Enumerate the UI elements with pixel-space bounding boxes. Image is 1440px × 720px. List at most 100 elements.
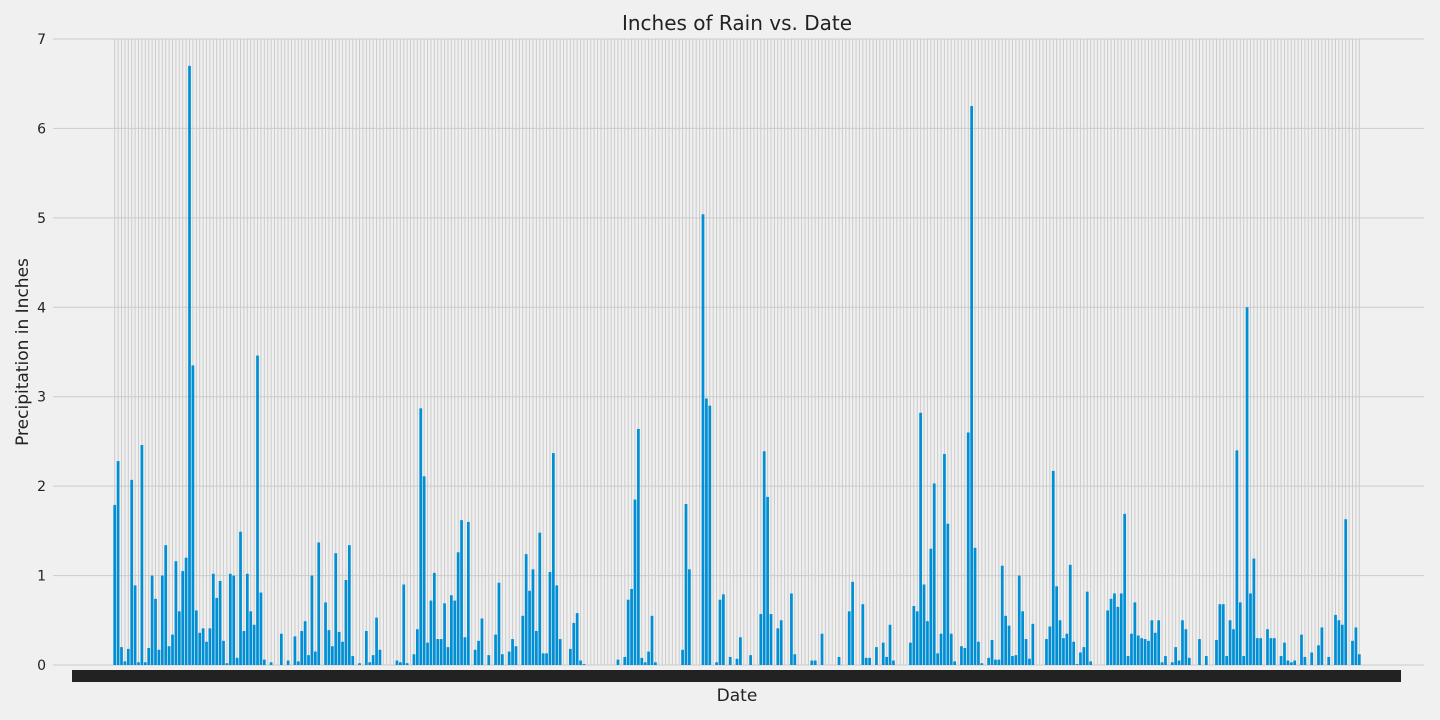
x-tick-label — [939, 670, 944, 682]
x-tick-label — [282, 670, 287, 682]
x-tick-label — [422, 670, 427, 682]
x-tick-label — [204, 670, 209, 682]
x-tick-label — [745, 670, 750, 682]
x-tick-label — [357, 670, 362, 682]
bar — [1014, 655, 1018, 665]
x-tick-label — [398, 670, 403, 682]
x-tick-label — [860, 670, 865, 682]
x-tick-label — [493, 670, 498, 682]
x-tick-label — [167, 670, 172, 682]
x-tick-label — [408, 670, 413, 682]
x-tick-label — [1289, 670, 1294, 682]
bar — [966, 432, 970, 665]
x-tick-label — [949, 670, 954, 682]
x-tick-label — [775, 670, 780, 682]
x-tick-label — [588, 670, 593, 682]
x-tick-label — [1183, 670, 1188, 682]
x-tick-label — [248, 670, 253, 682]
x-tick-label — [496, 670, 501, 682]
bar — [521, 615, 525, 665]
x-tick-label — [1231, 670, 1236, 682]
bar — [1252, 558, 1256, 665]
x-tick-label — [1173, 670, 1178, 682]
x-tick-label — [677, 670, 682, 682]
y-tick-label: 7 — [37, 32, 46, 48]
x-tick-label — [996, 670, 1001, 682]
bar — [1170, 662, 1174, 665]
bar — [201, 628, 205, 665]
x-tick-label — [602, 670, 607, 682]
x-tick-label — [360, 670, 365, 682]
x-tick-label — [1238, 670, 1243, 682]
y-axis-ticks: 0 1 2 3 4 5 6 7 — [37, 32, 46, 674]
x-tick-label — [1119, 670, 1124, 682]
x-tick-label — [367, 670, 372, 682]
x-tick-label — [595, 670, 600, 682]
x-tick-label — [1000, 670, 1005, 682]
bar — [480, 618, 484, 665]
x-tick-label — [615, 670, 620, 682]
bar — [1303, 656, 1307, 665]
bar — [681, 649, 684, 665]
x-tick-label — [255, 670, 260, 682]
bar — [1225, 656, 1229, 665]
bar — [1021, 611, 1025, 665]
bar — [977, 641, 980, 665]
x-tick-label — [170, 670, 175, 682]
x-tick-label — [473, 670, 478, 682]
bar — [837, 656, 841, 665]
bar — [460, 520, 463, 665]
bar — [1259, 638, 1263, 665]
bar — [1344, 519, 1348, 665]
bar — [1218, 604, 1222, 665]
grid-lines — [53, 38, 1424, 666]
x-tick-label — [537, 670, 542, 682]
bar — [888, 624, 892, 665]
x-tick-label — [1330, 670, 1335, 682]
bar — [137, 662, 140, 665]
bar — [949, 633, 953, 665]
bar — [1340, 624, 1344, 665]
x-tick-label — [442, 670, 447, 682]
bar — [970, 106, 973, 666]
bar — [130, 479, 134, 665]
x-tick-label — [629, 670, 634, 682]
x-tick-label — [962, 670, 967, 682]
y-tick-label: 3 — [37, 390, 46, 406]
x-tick-label — [1047, 670, 1052, 682]
x-tick-label — [1105, 670, 1110, 682]
x-tick-label — [1248, 670, 1253, 682]
x-tick-label — [1309, 670, 1314, 682]
x-tick-label — [503, 670, 508, 682]
x-tick-label — [1122, 670, 1127, 682]
bar — [1119, 593, 1123, 665]
x-tick-label — [877, 670, 882, 682]
x-tick-label — [690, 670, 695, 682]
bar — [1017, 575, 1021, 665]
bar — [1300, 634, 1303, 665]
x-tick-label — [1129, 670, 1134, 682]
bar — [912, 605, 916, 665]
x-tick-label — [1160, 670, 1165, 682]
bar — [528, 590, 531, 665]
x-tick-label — [568, 670, 573, 682]
x-tick-label — [769, 670, 774, 682]
x-tick-label — [1030, 670, 1035, 682]
x-tick-label — [439, 670, 444, 682]
x-tick-label — [299, 670, 304, 682]
x-tick-label — [347, 670, 352, 682]
x-tick-label — [401, 670, 406, 682]
x-tick-label — [571, 670, 576, 682]
bar — [198, 632, 202, 665]
x-tick-label — [564, 670, 569, 682]
x-tick-label — [1282, 670, 1287, 682]
x-tick-label — [1064, 670, 1069, 682]
bar — [398, 662, 402, 665]
x-tick-label — [683, 670, 688, 682]
x-tick-label — [432, 670, 437, 682]
x-tick-label — [289, 670, 294, 682]
x-tick-label — [486, 670, 491, 682]
x-tick-label — [1170, 670, 1175, 682]
bar — [1255, 638, 1259, 665]
bar — [1249, 593, 1252, 665]
